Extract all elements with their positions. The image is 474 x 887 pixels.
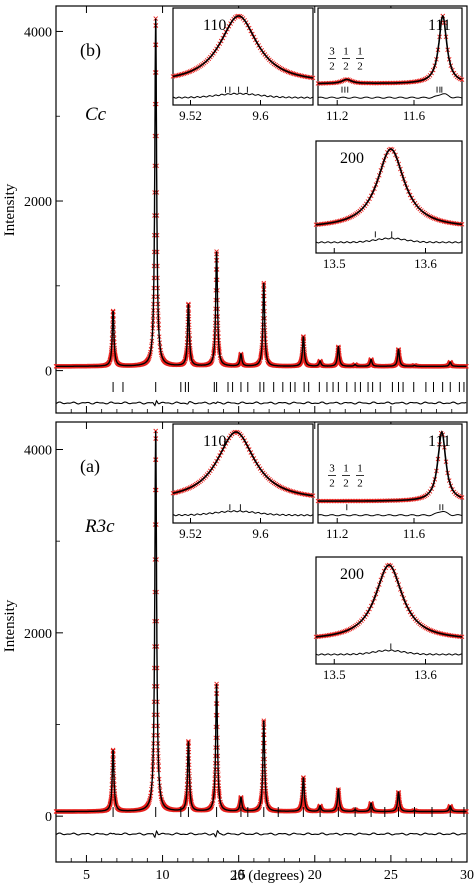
inset-difference-line bbox=[172, 510, 314, 517]
inset-hkl-label: 110 bbox=[203, 433, 226, 450]
calculated-line bbox=[56, 18, 467, 367]
panel-label: (b) bbox=[80, 40, 101, 61]
difference-line bbox=[55, 829, 467, 839]
x-tick-label: 10 bbox=[156, 868, 170, 883]
y-tick-label: 0 bbox=[45, 365, 52, 380]
inset-frame bbox=[315, 556, 463, 665]
fraction-denominator: 2 bbox=[329, 477, 335, 489]
x-tick-label: 25 bbox=[384, 868, 398, 883]
y-tick-label: 4000 bbox=[24, 25, 52, 40]
inset-calculated-line bbox=[172, 15, 314, 79]
fraction-denominator: 2 bbox=[329, 60, 335, 72]
inset-x-tick-label: 9.6 bbox=[252, 526, 269, 541]
fraction-numerator: 1 bbox=[357, 45, 363, 57]
inset-110: 9.52 9.6 110 bbox=[170, 7, 316, 123]
fraction-denominator: 2 bbox=[343, 477, 349, 489]
inset-x-tick-label: 13.6 bbox=[414, 256, 437, 271]
fraction-numerator: 1 bbox=[343, 462, 349, 474]
y-tick-label: 0 bbox=[45, 810, 52, 825]
y-tick-label: 4000 bbox=[24, 444, 52, 459]
inset-frame bbox=[172, 423, 314, 524]
inset-x-tick-label: 11.2 bbox=[326, 108, 348, 123]
inset-200: 13.5 13.6 200 bbox=[313, 556, 465, 682]
x-tick-label: 30 bbox=[460, 868, 474, 883]
inset-frame bbox=[172, 7, 314, 106]
x-axis-label: 2θ (degrees) bbox=[230, 868, 304, 884]
fraction-numerator: 1 bbox=[357, 462, 363, 474]
inset-difference-line bbox=[315, 649, 463, 656]
fraction-numerator: 3 bbox=[329, 45, 335, 57]
inset-x-tick-label: 13.5 bbox=[323, 256, 346, 271]
fraction-numerator: 1 bbox=[343, 45, 349, 57]
inset-x-tick-label: 11.6 bbox=[403, 526, 426, 541]
inset-x-tick-label: 11.6 bbox=[403, 108, 426, 123]
inset-x-tick-label: 11.2 bbox=[326, 526, 348, 541]
inset-hkl-label: 200 bbox=[340, 150, 364, 167]
inset-x-tick-label: 13.5 bbox=[323, 667, 346, 682]
inset-x-tick-label: 13.6 bbox=[414, 667, 437, 682]
y-axis-label-top: Intensity bbox=[2, 183, 18, 236]
inset-hkl-label: 200 bbox=[340, 566, 364, 583]
y-tick-label: 2000 bbox=[24, 627, 52, 642]
fraction-numerator: 3 bbox=[329, 462, 335, 474]
inset-x-tick-label: 9.52 bbox=[179, 108, 202, 123]
fraction-denominator: 2 bbox=[357, 60, 363, 72]
inset-hkl-label: 111 bbox=[428, 17, 451, 34]
panel-label: (a) bbox=[80, 456, 100, 477]
fraction-denominator: 2 bbox=[343, 60, 349, 72]
plot-frame bbox=[55, 5, 468, 414]
space-group-label: Cc bbox=[85, 104, 107, 125]
inset-hkl-label: 110 bbox=[203, 17, 226, 34]
calculated-line bbox=[56, 430, 467, 813]
x-tick-label: 5 bbox=[83, 868, 90, 883]
inset-calculated-line bbox=[318, 14, 462, 85]
space-group-label: R3c bbox=[84, 516, 115, 537]
inset-calculated-line bbox=[172, 431, 314, 497]
inset-calculated-line bbox=[318, 430, 462, 502]
fraction-denominator: 2 bbox=[357, 477, 363, 489]
plot-frame bbox=[55, 421, 468, 863]
inset-calculated-line bbox=[316, 564, 462, 638]
inset-difference-line bbox=[315, 237, 463, 244]
x-tick-label: 15 bbox=[232, 868, 246, 883]
inset-difference-line bbox=[317, 511, 463, 517]
inset-difference-line bbox=[172, 92, 314, 99]
panel-bottom: 5 10 15 20 25 30 0 2000 4000 (a) R3c 9.52 9.6 110 11.2… bbox=[24, 421, 474, 883]
y-axis-label-bottom: Intensity bbox=[2, 599, 18, 652]
inset-difference-line bbox=[317, 93, 463, 99]
inset-frame bbox=[317, 423, 463, 524]
inset-frame bbox=[315, 140, 463, 254]
inset-hkl-label: 111 bbox=[428, 433, 451, 450]
inset-110: 9.52 9.6 110 bbox=[170, 423, 316, 541]
inset-x-tick-label: 9.52 bbox=[179, 526, 202, 541]
x-tick-label: 20 bbox=[308, 868, 322, 883]
y-tick-label: 2000 bbox=[24, 195, 52, 210]
inset-x-tick-label: 9.6 bbox=[252, 108, 269, 123]
inset-200: 13.5 13.6 200 bbox=[313, 140, 465, 271]
difference-line bbox=[55, 399, 467, 407]
inset-calculated-line bbox=[315, 148, 462, 226]
